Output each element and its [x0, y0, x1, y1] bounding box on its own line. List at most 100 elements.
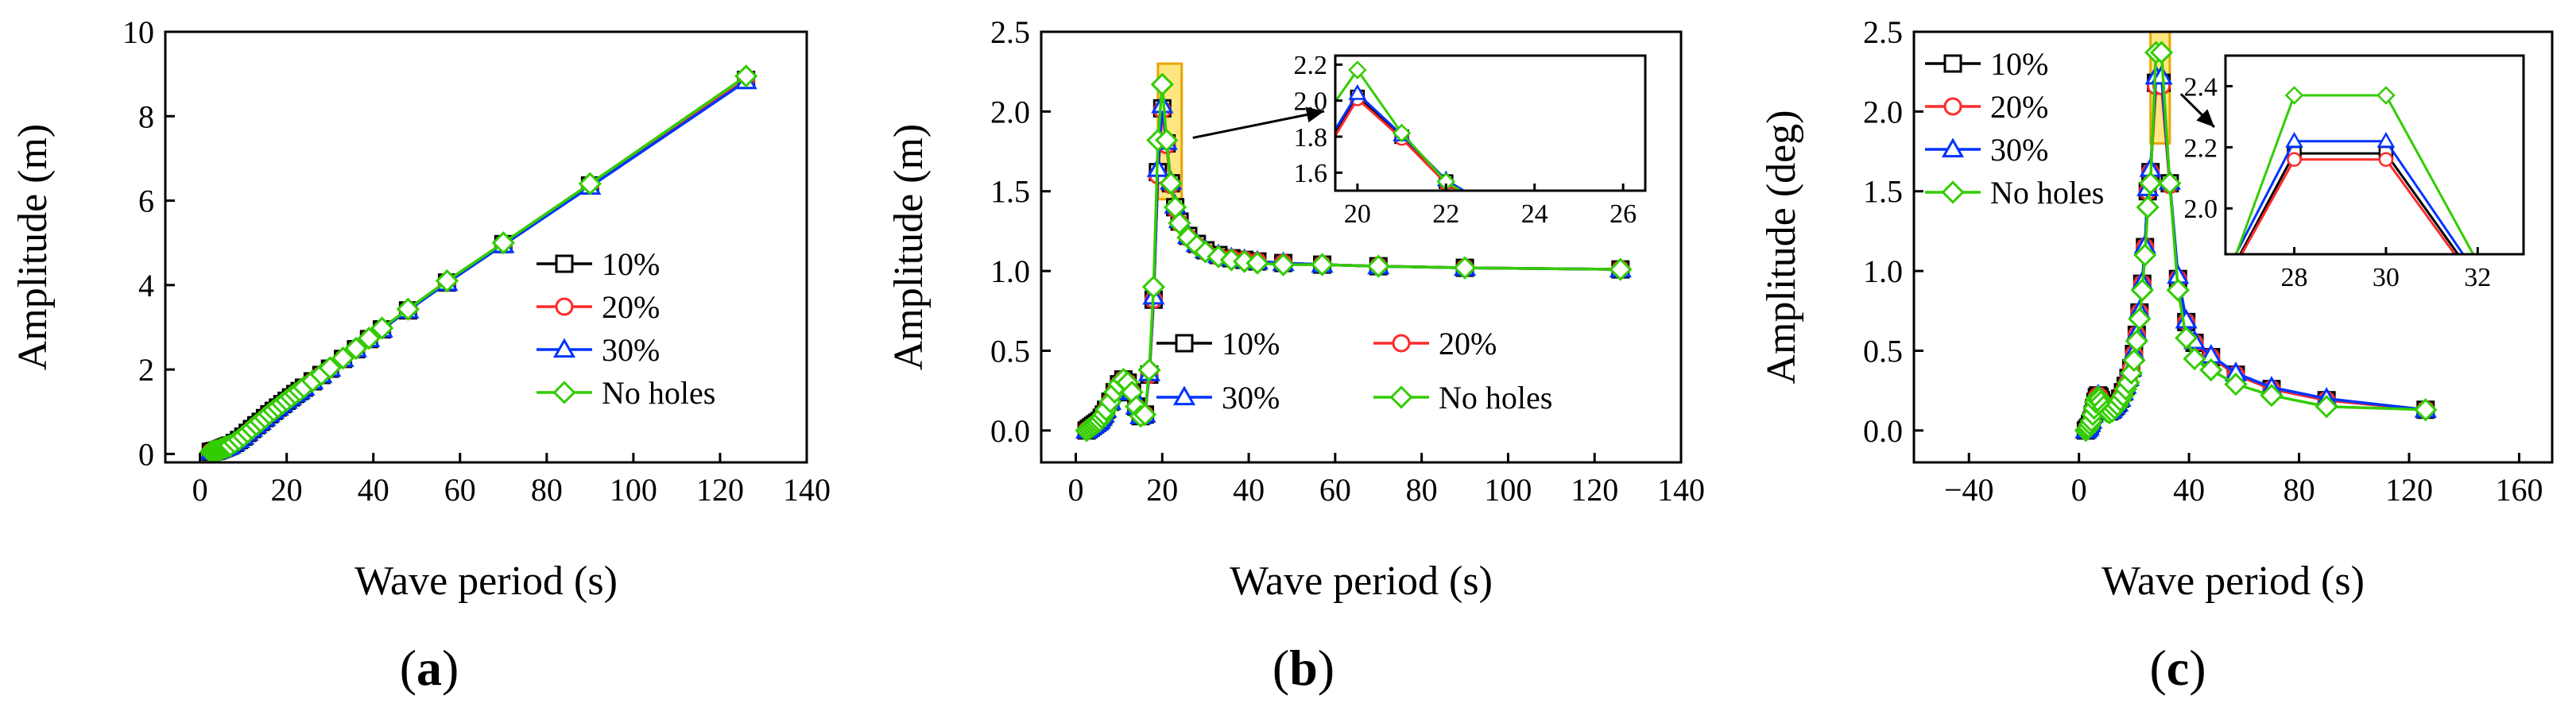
- panel-label-a-close: ): [442, 640, 459, 696]
- legend-label-b-2: 30%: [1222, 380, 1280, 416]
- inset-b-plot-frame: [1334, 54, 1647, 192]
- panel-label-c-close: ): [2189, 640, 2206, 696]
- legend-b: 10% 20% 30% No holes: [1156, 326, 1552, 416]
- inset-c-series-2: [2234, 131, 2465, 254]
- legend-label-a-3: No holes: [602, 375, 715, 411]
- panel-c-data-point-3-28: [2136, 195, 2160, 219]
- panel-b-y-tick-label-1: 0.5: [990, 333, 1030, 369]
- panel-b-data-point-3-26: [1168, 211, 1191, 235]
- inset-c-series-3: [2234, 86, 2475, 254]
- panel-label-b-letter: b: [1289, 640, 1318, 696]
- panel-a-y-tick-label-5: 10: [122, 14, 154, 50]
- panel-c-data-point-2-31: [2150, 64, 2173, 85]
- legend-label-c-2: 30%: [1990, 132, 2048, 168]
- legend-marker-a-1: [555, 297, 574, 316]
- legend-label-c-1: 20%: [1990, 89, 2048, 125]
- panel-label-b-open: (: [1273, 640, 1289, 696]
- panel-c-data-point-3-24: [2125, 329, 2148, 354]
- panel-a-data-point-3-38: [734, 64, 758, 88]
- x-axis-label-a: Wave period (s): [354, 559, 618, 604]
- zoom-arrow-head-c: [2196, 109, 2214, 127]
- y-axis-label-b: Amplitude (m): [886, 124, 932, 371]
- panel-b-data-point-2-22: [1151, 93, 1174, 114]
- inset-b: 20 22 24 261.61.82.02.2: [1294, 51, 1647, 229]
- legend-label-c-0: 10%: [1990, 46, 2048, 82]
- panel-c-y-tick-label-2: 1.0: [1863, 253, 1903, 289]
- panel-c-data-point-3-31: [2149, 41, 2174, 64]
- legend-label-a-0: 10%: [602, 246, 660, 282]
- legend-label-a-2: 30%: [602, 332, 660, 368]
- panel-b-data-point-3-18: [1133, 403, 1157, 427]
- zoom-arrow-head-b: [1305, 106, 1324, 123]
- panel-b-x-tick-label-5: 100: [1484, 472, 1532, 508]
- legend-label-a-1: 20%: [602, 289, 660, 325]
- panel-b-data-point-3-19: [1137, 358, 1161, 382]
- svg-text:(a): (a): [400, 640, 459, 696]
- panel-a-y-tick-label-2: 4: [138, 268, 154, 303]
- inset-b-data-point-2-3: [1348, 83, 1367, 100]
- legend-marker-a-2: [552, 338, 576, 358]
- panel-label-b-close: ): [1318, 640, 1334, 696]
- panel-a-y-tick-label-3: 6: [138, 184, 154, 219]
- panel-b-y-tick-label-4: 2.0: [990, 94, 1030, 129]
- legend-marker-a-3: [552, 381, 576, 404]
- panel-label-c: (c): [2149, 640, 2206, 696]
- panel-b-x-tick-label-0: 0: [1068, 472, 1084, 508]
- inset-c-data-point-2-3: [2285, 131, 2303, 148]
- y-axis-label-a: Amplitude (m): [10, 124, 56, 371]
- inset-series-group-c: [2234, 86, 2475, 254]
- panel-a-x-tick-label-4: 80: [531, 472, 563, 508]
- panel-c-y-tick-label-3: 1.5: [1863, 174, 1903, 210]
- inset-b-series-line-1: [1335, 97, 1461, 191]
- panel-a-data-point-3-37: [578, 172, 602, 195]
- panel-b-y-tick-label-5: 2.5: [990, 14, 1030, 50]
- legend-label-c-3: No holes: [1990, 175, 2104, 211]
- panel-c-data-point-3-32: [2158, 172, 2182, 195]
- panel-a-data-point-3-36: [491, 231, 515, 255]
- legend-marker-c-2: [1941, 137, 1965, 158]
- legend-marker-c-3: [1941, 180, 1965, 204]
- panel-a: 0 20 40 60 80 100 120 140 0 2 4 6 8 10 Wave period (s)…: [10, 14, 831, 604]
- panel-b-x-tick-label-3: 60: [1319, 472, 1351, 508]
- panel-a-data-point-3-31: [344, 336, 368, 361]
- panel-a-y-tick-label-1: 2: [138, 352, 154, 388]
- panel-b-data-point-3-36: [1366, 254, 1390, 278]
- panel-label-c-letter: c: [2167, 640, 2189, 696]
- legend-marker-c-1: [1943, 97, 1962, 116]
- panel-a-series-3: [199, 64, 758, 464]
- inset-c-plot-frame: [2224, 54, 2525, 256]
- panel-c-data-point-3-23: [2122, 348, 2146, 373]
- panel-c-x-tick-label-1: 0: [2071, 472, 2087, 508]
- panel-b-x-tick-label-6: 120: [1571, 472, 1618, 508]
- inset-c-data-point-1-3: [2287, 152, 2302, 168]
- inset-c-x-tick-label-0: 28: [2281, 263, 2308, 292]
- inset-b-y-tick-label-3: 2.2: [1294, 51, 1328, 80]
- legend-label-b-1: 20%: [1439, 326, 1497, 361]
- panel-c-data-point-3-39: [2315, 395, 2338, 419]
- x-axis-label-b: Wave period (s): [1230, 559, 1493, 604]
- panel-a-data-point-3-29: [318, 356, 342, 380]
- panel-label-b: (b): [1273, 640, 1334, 696]
- x-axis-label-c: Wave period (s): [2101, 559, 2365, 604]
- panel-b-data-point-3-37: [1453, 256, 1477, 280]
- inset-c-y-tick-label-1: 2.2: [2184, 133, 2218, 163]
- inset-c-y-tick-label-2: 2.4: [2184, 72, 2218, 102]
- panel-b-y-tick-label-3: 1.5: [990, 174, 1030, 210]
- inset-b-series-line-3: [1335, 68, 1463, 191]
- panel-c-x-tick-label-2: 40: [2173, 472, 2205, 508]
- panel-b-data-point-3-38: [1609, 257, 1633, 281]
- panel-a-data-point-3-34: [396, 297, 420, 321]
- panel-b-data-point-3-34: [1271, 253, 1296, 276]
- legend-marker-c-0: [1943, 54, 1962, 73]
- panel-b-data-point-3-33: [1245, 251, 1269, 275]
- panel-c-data-point-3-38: [2260, 384, 2284, 408]
- panel-b-x-tick-label-7: 140: [1657, 472, 1705, 508]
- inset-c-data-point-3-4: [2377, 86, 2396, 105]
- legend-a: 10% 20% 30% No holes: [537, 246, 715, 411]
- panel-b: 0 20 40 60 80 100 120 140 0.0 0.5 1.0 1.5 2.0 2.5 Wave…: [886, 14, 1705, 604]
- inset-c-series-1: [2240, 152, 2457, 254]
- inset-b-series-line-0: [1335, 95, 1463, 191]
- panel-b-plot-frame: [1040, 30, 1683, 464]
- inset-bg-c: [2225, 56, 2524, 254]
